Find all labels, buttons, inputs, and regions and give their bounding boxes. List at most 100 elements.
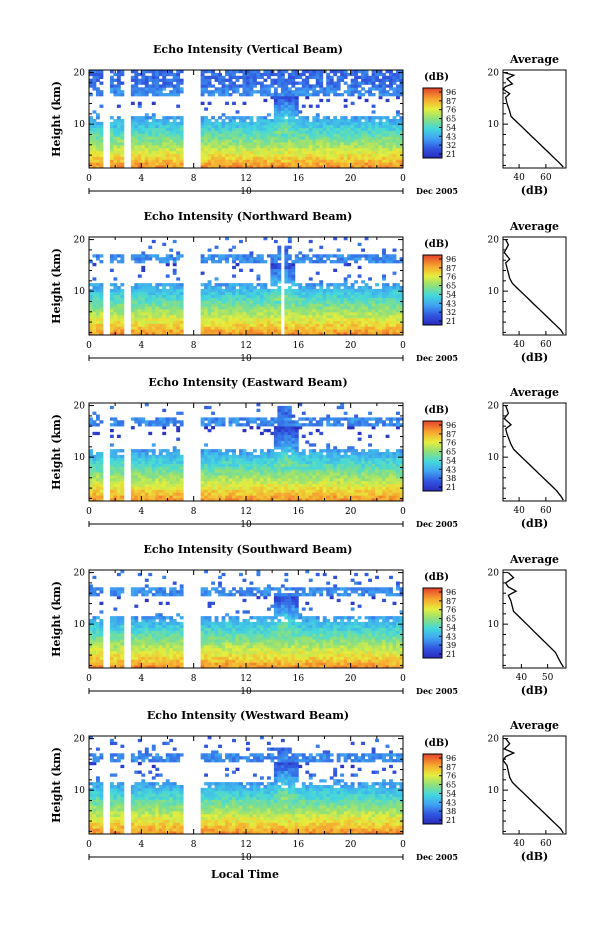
- heatmap-cell: [347, 90, 352, 94]
- heatmap-cell: [392, 320, 397, 324]
- heatmap-cell: [284, 495, 289, 499]
- heatmap-cell: [270, 95, 275, 100]
- heatmap-cell: [326, 87, 331, 91]
- heatmap-cell: [165, 300, 170, 304]
- heatmap-cell: [151, 162, 156, 166]
- heatmap-cell: [301, 87, 306, 91]
- heatmap-cell: [371, 254, 376, 258]
- heatmap-cell: [228, 317, 233, 321]
- heatmap-cell: [294, 309, 299, 313]
- heatmap-cell: [368, 257, 372, 261]
- heatmap-cell: [95, 495, 100, 499]
- heatmap-cell: [162, 314, 167, 319]
- heatmap-cell: [120, 423, 125, 427]
- heatmap-cell: [273, 443, 278, 447]
- heatmap-cell: [239, 75, 243, 80]
- heatmap-cell: [392, 130, 397, 134]
- heatmap-cell: [280, 483, 285, 487]
- heatmap-cell: [165, 417, 170, 421]
- heatmap-cell: [256, 283, 261, 287]
- heatmap-cell: [221, 306, 226, 310]
- heatmap-cell: [263, 314, 268, 319]
- heatmap-cell: [200, 78, 205, 82]
- heatmap-cell: [211, 139, 215, 143]
- heatmap-cell: [389, 300, 393, 304]
- heatmap-cell: [249, 142, 254, 146]
- heatmap-cell: [120, 159, 125, 163]
- heatmap-cell: [333, 314, 338, 319]
- heatmap-cell: [277, 426, 282, 430]
- heatmap-cell: [165, 291, 170, 296]
- heatmap-cell: [246, 454, 250, 459]
- heatmap-cell: [113, 486, 118, 490]
- heatmap-cell: [162, 144, 167, 149]
- heatmap-cell: [172, 483, 177, 487]
- heatmap-cell: [287, 93, 292, 97]
- heatmap-cell: [319, 294, 324, 298]
- heatmap-cell: [232, 498, 236, 502]
- heatmap-cell: [235, 156, 240, 160]
- heatmap-cell: [294, 104, 299, 108]
- heatmap-cell: [361, 280, 366, 284]
- heatmap-cell: [368, 306, 372, 310]
- heatmap-cell: [221, 472, 226, 476]
- heatmap-cell: [99, 150, 104, 154]
- heatmap-cell: [225, 309, 229, 313]
- heatmap-cell: [162, 306, 167, 310]
- heatmap-cell: [382, 283, 386, 287]
- heatmap-cell: [95, 314, 100, 319]
- heatmap-cell: [151, 303, 156, 307]
- heatmap-cell: [95, 414, 100, 418]
- heatmap-cell: [357, 139, 362, 143]
- heatmap-cell: [249, 84, 254, 88]
- heatmap-cell: [259, 142, 264, 146]
- heatmap-cell: [204, 329, 209, 333]
- heatmap-cell: [204, 159, 209, 163]
- heatmap-cell: [291, 262, 296, 267]
- average-x-axis-label: (dB): [521, 184, 548, 197]
- heatmap-cell: [151, 72, 156, 77]
- heatmap-cell: [280, 113, 285, 117]
- heatmap-cell: [214, 323, 219, 327]
- heatmap-cell: [291, 144, 296, 149]
- heatmap-cell: [162, 489, 167, 493]
- heatmap-cell: [228, 288, 233, 293]
- heatmap-cell: [266, 127, 271, 131]
- heatmap-cell: [141, 159, 146, 163]
- heatmap-cell: [109, 428, 114, 433]
- heatmap-cell: [89, 165, 93, 169]
- heatmap-cell: [277, 153, 282, 157]
- heatmap-cell: [326, 165, 331, 169]
- heatmap-cell: [277, 113, 282, 117]
- heatmap-cell: [137, 142, 142, 146]
- heatmap-cell: [116, 475, 121, 479]
- heatmap-cell: [151, 153, 156, 157]
- heatmap-cell: [235, 483, 240, 487]
- heatmap-cell: [301, 303, 306, 307]
- heatmap-cell: [225, 492, 229, 496]
- heatmap-cell: [116, 144, 121, 149]
- heatmap-cell: [141, 139, 146, 143]
- heatmap-cell: [399, 116, 404, 120]
- heatmap-cell: [155, 153, 160, 157]
- heatmap-cell: [371, 87, 376, 91]
- heatmap-cell: [246, 326, 250, 330]
- heatmap-cell: [319, 260, 324, 264]
- heatmap-cell: [329, 314, 334, 319]
- heatmap-cell: [256, 70, 261, 74]
- heatmap-cell: [399, 159, 404, 163]
- heatmap-cell: [249, 320, 254, 324]
- heatmap-cell: [172, 150, 177, 154]
- heatmap-cell: [179, 498, 184, 502]
- heatmap-cell: [256, 133, 261, 137]
- heatmap-cell: [277, 489, 282, 493]
- heatmap-cell: [284, 262, 289, 267]
- heatmap-cell: [382, 317, 386, 321]
- heatmap-cell: [249, 486, 254, 490]
- heatmap-cell: [319, 332, 324, 336]
- heatmap-cell: [214, 475, 219, 479]
- heatmap-cell: [259, 291, 264, 296]
- heatmap-cell: [130, 477, 135, 482]
- heatmap-cell: [99, 133, 104, 137]
- heatmap-cell: [259, 306, 264, 310]
